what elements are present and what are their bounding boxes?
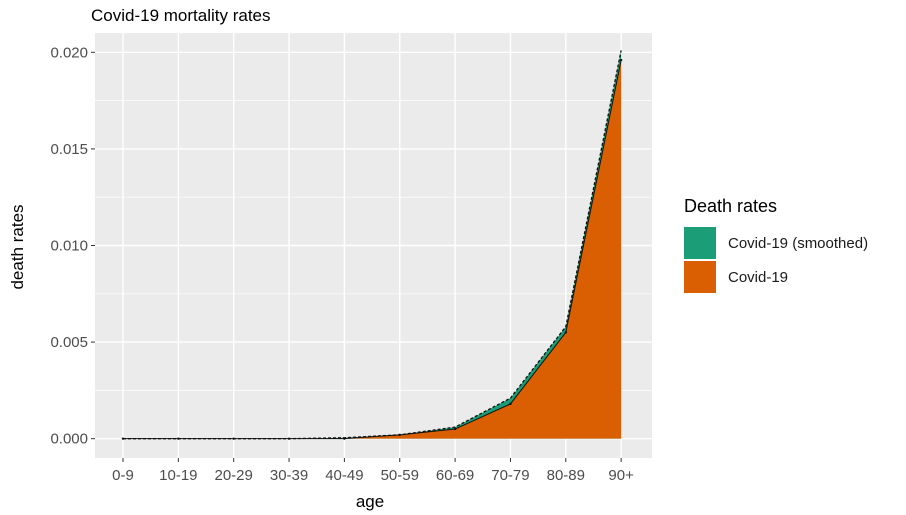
chart-title: Covid-19 mortality rates [91, 6, 271, 25]
data-point [287, 437, 291, 440]
legend-item-covid: Covid-19 [684, 260, 868, 294]
y-tick-label: 0.015 [50, 141, 88, 158]
legend-item-smoothed: Covid-19 (smoothed) [684, 226, 868, 260]
data-point [177, 437, 180, 440]
data-point [619, 58, 623, 62]
x-tick-label: 80-89 [547, 467, 585, 484]
legend: Death rates Covid-19 (smoothed) Covid-19 [684, 196, 868, 294]
y-axis-label: death rates [8, 204, 27, 290]
x-tick-label: 50-59 [381, 467, 419, 484]
data-point [453, 427, 457, 431]
area-covid [123, 60, 622, 439]
legend-label-smoothed: Covid-19 (smoothed) [728, 234, 869, 252]
data-point [564, 331, 567, 334]
y-tick-label: 0.000 [50, 431, 88, 448]
x-tick-label: 70-79 [491, 467, 529, 484]
legend-swatch-smoothed [684, 227, 716, 259]
x-tick-label: 20-29 [215, 467, 253, 484]
line-smoothed [123, 50, 622, 440]
x-tick-label: 60-69 [436, 467, 474, 484]
y-tick-label: 0.005 [50, 334, 88, 351]
legend-label-covid: Covid-19 [728, 268, 789, 286]
y-tick-label: 0.010 [50, 238, 88, 255]
x-tick-label: 0-9 [112, 467, 134, 484]
data-point [343, 437, 346, 440]
data-point [509, 402, 512, 406]
data-point [121, 437, 125, 440]
x-axis-label: age [355, 492, 385, 511]
x-tick-label: 10-19 [159, 467, 197, 484]
line-covid [123, 59, 622, 440]
x-tick-label: 90+ [608, 467, 634, 484]
data-point [232, 437, 235, 440]
x-tick-label: 40-49 [325, 467, 363, 484]
legend-title: Death rates [684, 196, 778, 216]
legend-swatch-covid [684, 261, 716, 293]
x-tick-label: 30-39 [270, 467, 308, 484]
y-tick-label: 0.020 [50, 44, 88, 61]
data-point [398, 433, 401, 437]
